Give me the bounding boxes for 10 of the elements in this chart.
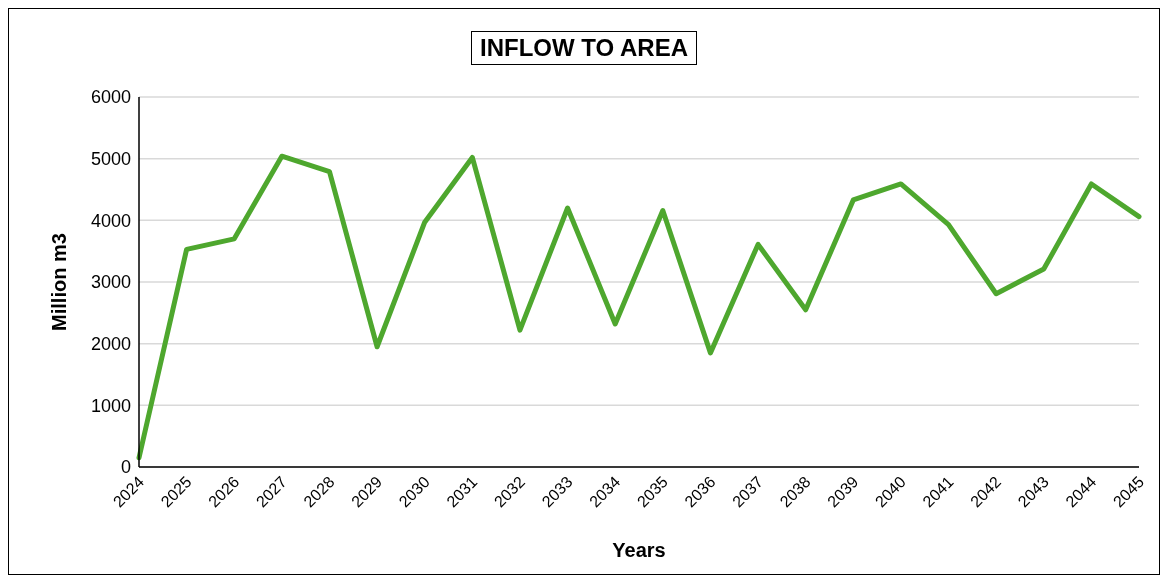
y-tick-label: 6000: [90, 87, 131, 108]
y-axis-title: Million m3: [48, 233, 71, 331]
y-tick-label: 3000: [90, 272, 131, 293]
y-tick-label: 1000: [90, 395, 131, 416]
y-tick-label: 5000: [90, 149, 131, 170]
x-axis-title: Years: [612, 539, 666, 561]
y-tick-label: 0: [120, 457, 131, 478]
y-tick-label: 4000: [90, 210, 131, 231]
y-tick-label: 2000: [90, 334, 131, 355]
chart-title: INFLOW TO AREA: [471, 31, 697, 65]
